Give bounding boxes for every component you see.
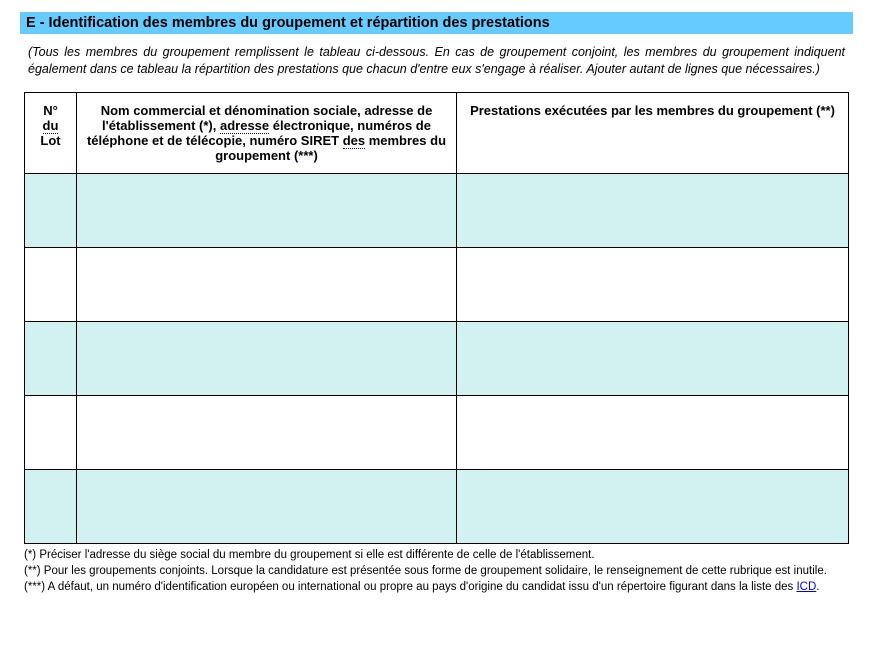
table-header-row: N° du Lot Nom commercial et dénomination… xyxy=(25,92,849,173)
table-row xyxy=(25,321,849,395)
cell-prest[interactable] xyxy=(457,469,849,543)
section-instructions: (Tous les membres du groupement rempliss… xyxy=(28,44,845,78)
header-info-underline1: adresse xyxy=(220,118,269,134)
table-row xyxy=(25,247,849,321)
cell-prest[interactable] xyxy=(457,173,849,247)
cell-lot[interactable] xyxy=(25,321,77,395)
cell-info[interactable] xyxy=(77,469,457,543)
footnote-3-part1: (***) A défaut, un numéro d'identificati… xyxy=(24,581,796,593)
header-lot-line2: du xyxy=(43,118,59,134)
header-lot-line3: Lot xyxy=(40,133,60,148)
cell-lot[interactable] xyxy=(25,247,77,321)
table-header-lot: N° du Lot xyxy=(25,92,77,173)
footnotes: (*) Préciser l'adresse du siège social d… xyxy=(24,548,849,595)
cell-lot[interactable] xyxy=(25,395,77,469)
table-body xyxy=(25,173,849,543)
footnote-1: (*) Préciser l'adresse du siège social d… xyxy=(24,548,849,563)
footnote-2: (**) Pour les groupements conjoints. Lor… xyxy=(24,564,849,579)
header-info-underline2: des xyxy=(343,133,365,149)
document-page: E - Identification des membres du groupe… xyxy=(0,0,873,616)
footnote-3-part2: . xyxy=(816,581,819,593)
table-header-prestations: Prestations exécutées par les membres du… xyxy=(457,92,849,173)
cell-prest[interactable] xyxy=(457,247,849,321)
table-row xyxy=(25,173,849,247)
table-row xyxy=(25,469,849,543)
cell-lot[interactable] xyxy=(25,173,77,247)
table-row xyxy=(25,395,849,469)
cell-info[interactable] xyxy=(77,173,457,247)
footnote-3: (***) A défaut, un numéro d'identificati… xyxy=(24,580,849,595)
cell-lot[interactable] xyxy=(25,469,77,543)
footnote-link-icd[interactable]: ICD xyxy=(796,581,816,593)
members-table: N° du Lot Nom commercial et dénomination… xyxy=(24,92,849,544)
section-header: E - Identification des membres du groupe… xyxy=(20,12,853,34)
cell-info[interactable] xyxy=(77,321,457,395)
cell-info[interactable] xyxy=(77,395,457,469)
cell-prest[interactable] xyxy=(457,395,849,469)
cell-info[interactable] xyxy=(77,247,457,321)
cell-prest[interactable] xyxy=(457,321,849,395)
header-lot-line1: N° xyxy=(43,103,58,118)
table-header-info: Nom commercial et dénomination sociale, … xyxy=(77,92,457,173)
